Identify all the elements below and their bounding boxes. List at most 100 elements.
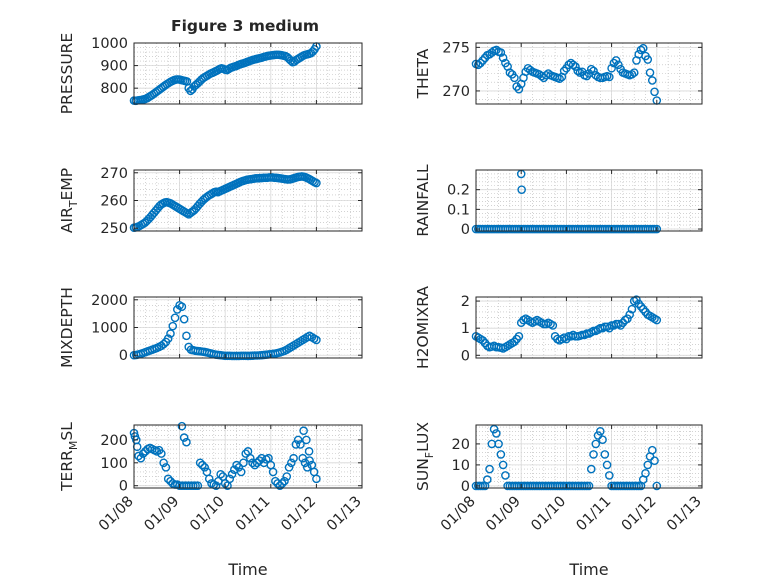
data-point: [293, 435, 303, 445]
data-point: [291, 440, 301, 449]
y-tick-label: 0.2: [447, 183, 470, 199]
data-point: [589, 66, 598, 76]
data-point: [312, 178, 321, 188]
data-point: [625, 310, 634, 319]
data-point: [239, 458, 248, 468]
data-point: [302, 435, 311, 445]
data-point: [138, 449, 148, 458]
y-axis-label: PRESSURE: [58, 33, 76, 115]
data-point: [589, 450, 598, 459]
data-point: [157, 449, 166, 458]
data-point: [605, 471, 614, 480]
data-point: [305, 456, 314, 465]
data-point: [559, 66, 569, 76]
y-axis-label: H2OMIXRA: [414, 286, 432, 369]
data-point: [498, 53, 508, 63]
y-tick-label: 20: [452, 437, 470, 453]
data-point: [296, 440, 305, 449]
axes-box: [475, 424, 703, 489]
data-point: [647, 445, 657, 455]
y-tick-label: 0: [461, 348, 470, 364]
data-point: [216, 469, 225, 479]
data-point: [591, 439, 601, 449]
y-tick-label: 275: [442, 40, 470, 56]
data-point: [241, 449, 251, 458]
data-point: [211, 481, 221, 491]
data-point: [478, 56, 488, 65]
data-point: [159, 458, 168, 468]
data-point: [629, 68, 639, 77]
data-point: [182, 437, 191, 447]
y-tick-label: 0: [461, 479, 470, 495]
data-point: [268, 467, 278, 477]
y-axis-label: MIXDEPTH: [58, 287, 76, 368]
data-point: [163, 474, 173, 484]
data-point: [514, 84, 524, 94]
y-axis-label: TERRMSL: [58, 422, 80, 492]
subplot-1: 800 900 1000 PRESSURE: [58, 33, 363, 115]
figure-title: Figure 3 medium: [171, 17, 319, 35]
data-point: [177, 302, 187, 312]
data-point: [134, 451, 143, 461]
data-point: [498, 460, 508, 470]
data-point: [482, 475, 492, 484]
data-point: [200, 463, 209, 472]
data-point: [602, 460, 612, 470]
data-point: [514, 332, 524, 341]
y-tick-label: 100: [100, 456, 128, 472]
data-point: [582, 71, 592, 81]
y-tick-label: 270: [100, 166, 128, 182]
data-point: [287, 458, 296, 468]
data-point: [173, 305, 182, 314]
data-point: [492, 429, 501, 438]
data-point: [179, 314, 189, 324]
data-point: [492, 45, 501, 55]
subplot-2: 270 275 THETA: [414, 40, 703, 105]
data-point: [170, 313, 180, 323]
y-tick-label: 2000: [91, 293, 128, 309]
data-point: [304, 447, 314, 456]
y-tick-label: 250: [100, 221, 128, 237]
y-tick-label: 0: [461, 222, 470, 238]
data-point: [289, 453, 298, 463]
subplot-4: 0 0.1 0.2 RAINFALL: [414, 164, 703, 238]
data-point: [195, 458, 205, 468]
data-point: [627, 70, 637, 79]
data-point: [227, 469, 237, 479]
data-point: [136, 453, 146, 463]
data-point: [638, 43, 648, 53]
y-axis-label: THETA: [414, 48, 432, 99]
y-tick-label: 200: [100, 433, 128, 449]
y-tick-label: 1000: [91, 321, 128, 337]
data-point: [611, 56, 621, 65]
data-point: [282, 472, 292, 481]
data-point: [245, 453, 255, 463]
data-point: [166, 329, 175, 338]
data-point: [614, 60, 623, 70]
axes-box: [475, 169, 703, 232]
data-point: [627, 304, 637, 314]
axes-box: [475, 296, 703, 359]
y-tick-label: 1: [461, 321, 470, 337]
data-point: [584, 481, 594, 491]
data-point: [312, 474, 321, 484]
data-point: [512, 82, 521, 91]
y-tick-label: 270: [442, 84, 470, 100]
data-point: [510, 73, 519, 83]
y-tick-label: 800: [100, 81, 128, 97]
data-point: [643, 460, 653, 470]
y-tick-label: 900: [100, 59, 128, 75]
data-point: [159, 339, 168, 349]
data-point: [586, 64, 596, 74]
subplot-6: 0 1 2 H2OMIXRA: [414, 286, 703, 369]
data-point: [568, 60, 578, 70]
x-axis-label: Time: [568, 560, 608, 579]
y-tick-label: 0: [119, 479, 128, 495]
data-point: [277, 479, 287, 488]
data-point: [650, 87, 659, 97]
data-point: [179, 433, 189, 442]
data-point: [284, 463, 294, 472]
data-point: [643, 55, 653, 64]
